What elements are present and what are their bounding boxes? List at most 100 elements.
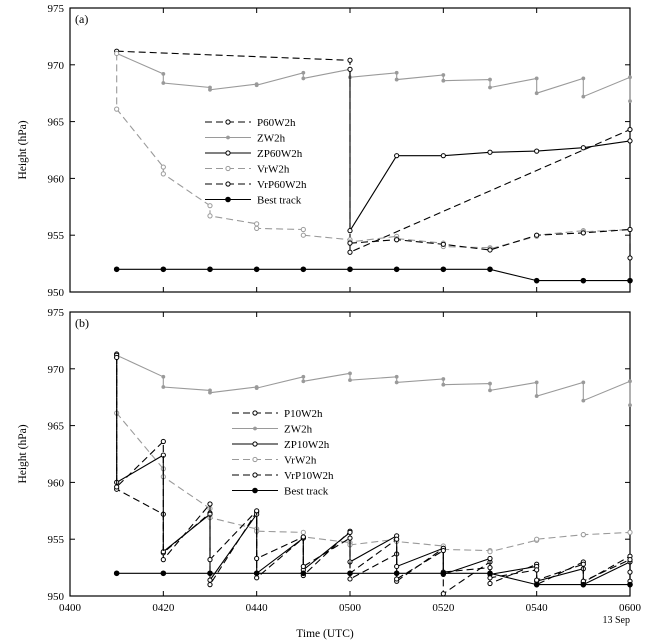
data-point bbox=[534, 536, 540, 542]
data-point bbox=[300, 232, 306, 238]
series-vrw2h bbox=[114, 354, 633, 555]
data-point bbox=[300, 570, 307, 577]
data-point bbox=[394, 563, 400, 570]
x-tick-label: 0520 bbox=[432, 602, 455, 614]
data-point bbox=[534, 394, 539, 398]
data-point bbox=[113, 266, 120, 273]
y-tick-label: 960 bbox=[48, 173, 65, 185]
legend-label: P10W2h bbox=[284, 408, 323, 420]
data-point bbox=[487, 549, 493, 555]
data-point bbox=[394, 380, 399, 385]
data-point bbox=[347, 535, 353, 541]
data-point bbox=[627, 581, 633, 588]
x-tick-label: 0540 bbox=[526, 602, 549, 614]
series-line bbox=[116, 355, 631, 586]
legend-marker bbox=[226, 135, 230, 140]
data-point bbox=[394, 77, 399, 82]
data-point bbox=[581, 398, 586, 403]
legend-marker bbox=[225, 165, 231, 172]
data-point bbox=[441, 78, 446, 83]
x-tick-label: 0440 bbox=[246, 602, 269, 614]
data-point bbox=[207, 582, 213, 588]
series-vrw2h bbox=[114, 50, 633, 252]
y-tick-label: 950 bbox=[48, 287, 65, 299]
series-line bbox=[116, 268, 630, 282]
legend-marker bbox=[225, 181, 231, 187]
data-point bbox=[394, 237, 400, 243]
y-tick-label: 950 bbox=[48, 591, 65, 603]
data-point bbox=[488, 381, 492, 386]
data-point bbox=[114, 106, 120, 112]
data-point bbox=[627, 126, 633, 133]
data-point bbox=[301, 70, 306, 75]
series-zp60w2h bbox=[347, 66, 633, 234]
legend-label: P60W2h bbox=[257, 117, 296, 129]
series-line bbox=[116, 53, 631, 250]
series-line bbox=[116, 357, 631, 583]
data-point bbox=[487, 247, 493, 253]
data-point bbox=[534, 91, 539, 96]
series-line bbox=[349, 228, 631, 258]
data-point bbox=[207, 266, 213, 273]
data-point bbox=[301, 374, 306, 379]
data-point bbox=[627, 529, 633, 535]
data-point bbox=[207, 557, 213, 563]
data-point bbox=[534, 76, 539, 81]
data-point bbox=[254, 225, 260, 231]
legend-label: ZW2h bbox=[284, 424, 313, 436]
data-point bbox=[208, 87, 212, 92]
data-point bbox=[580, 145, 586, 151]
data-point bbox=[627, 569, 633, 575]
date-note: 13 Sep bbox=[603, 615, 631, 626]
data-point bbox=[627, 277, 633, 284]
legend-label: VrW2h bbox=[284, 455, 317, 467]
data-point bbox=[580, 532, 586, 538]
series-line bbox=[116, 52, 631, 102]
data-point bbox=[300, 534, 306, 540]
data-point bbox=[254, 575, 260, 581]
legend-marker bbox=[253, 426, 257, 431]
series-zp10w2h bbox=[114, 352, 633, 588]
series-line bbox=[116, 50, 631, 254]
data-point bbox=[207, 577, 213, 583]
series-vrp60w2h bbox=[347, 226, 633, 261]
data-point bbox=[301, 76, 306, 81]
data-point bbox=[254, 508, 260, 514]
data-point bbox=[627, 557, 633, 563]
data-point bbox=[300, 529, 306, 535]
data-point bbox=[580, 230, 586, 236]
x-axis-label: Time (UTC) bbox=[296, 628, 354, 640]
data-point bbox=[208, 390, 212, 395]
y-tick-label: 975 bbox=[48, 307, 65, 319]
y-tick-label: 965 bbox=[48, 117, 65, 129]
data-point bbox=[347, 66, 353, 72]
legend-marker bbox=[252, 441, 258, 447]
data-point bbox=[160, 570, 167, 577]
data-point bbox=[114, 484, 120, 490]
data-point bbox=[533, 581, 540, 588]
y-tick-label: 955 bbox=[48, 534, 65, 546]
data-point bbox=[440, 591, 446, 597]
legend-label: VrW2h bbox=[257, 164, 290, 176]
data-point bbox=[441, 73, 446, 77]
data-point bbox=[348, 371, 352, 376]
data-point bbox=[440, 547, 446, 554]
data-point bbox=[253, 266, 260, 273]
legend-marker bbox=[252, 410, 258, 416]
data-point bbox=[160, 171, 166, 177]
y-tick-label: 970 bbox=[48, 60, 65, 72]
data-point bbox=[487, 149, 493, 155]
data-point bbox=[487, 580, 493, 587]
data-point bbox=[534, 567, 540, 573]
data-point bbox=[347, 240, 353, 246]
data-point bbox=[160, 557, 166, 563]
data-point bbox=[207, 213, 213, 219]
data-point bbox=[581, 380, 586, 385]
data-point bbox=[394, 374, 399, 379]
data-point bbox=[300, 563, 306, 570]
legend-marker bbox=[252, 487, 258, 494]
data-point bbox=[580, 581, 587, 588]
data-point bbox=[300, 266, 307, 273]
data-point bbox=[487, 555, 493, 562]
